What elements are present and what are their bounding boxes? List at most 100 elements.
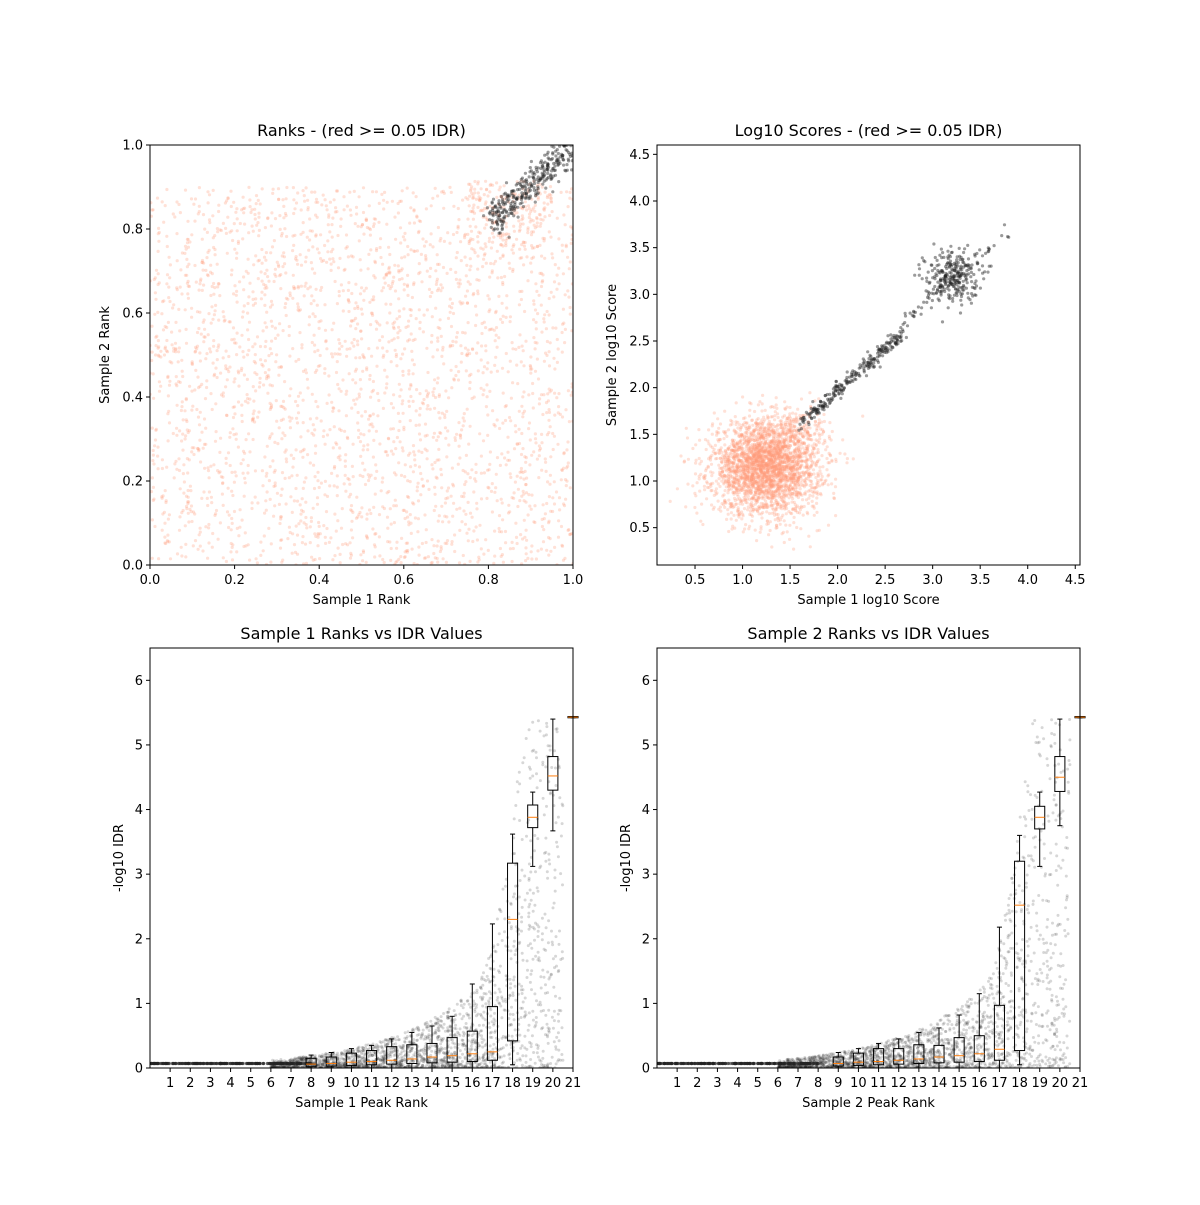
ranks-scatter-red-point (230, 517, 233, 520)
ranks-scatter-red-point (464, 256, 467, 259)
ranks-scatter-red-point (325, 527, 328, 530)
ranks-scatter-red-point (270, 320, 273, 323)
log10-scores-red-point (826, 445, 829, 448)
log10-scores-red-point (751, 515, 754, 518)
ranks-scatter-red-point (415, 215, 418, 218)
ranks-scatter-red-point (285, 235, 288, 238)
ranks-scatter-red-point (202, 269, 205, 272)
ranks-scatter-red-point (318, 557, 321, 560)
ranks-scatter-red-point (260, 363, 263, 366)
ranks-scatter-red-point (549, 537, 552, 540)
ranks-scatter-red-point (504, 530, 507, 533)
ranks-scatter-red-point (485, 262, 488, 265)
ranks-scatter-red-point (333, 513, 336, 516)
ranks-scatter-red-point (249, 211, 252, 214)
ranks-scatter-red-point (175, 200, 178, 203)
ranks-scatter-red-point (436, 348, 439, 351)
ranks-scatter-red-point (370, 355, 373, 358)
ranks-scatter-red-point (250, 208, 253, 211)
ranks-scatter-red-point (156, 446, 159, 449)
ranks-scatter-red-point (270, 224, 273, 227)
ranks-scatter-black-point (555, 159, 558, 162)
ranks-scatter-red-point (501, 553, 504, 556)
ranks-scatter-red-point (224, 201, 227, 204)
log10-scores-red-point (694, 443, 697, 446)
ranks-scatter-red-point (521, 447, 524, 450)
ranks-scatter-black-point (565, 148, 568, 151)
ranks-scatter-red-point (436, 194, 439, 197)
ranks-scatter-red-point (498, 530, 501, 533)
ranks-scatter-red-point (319, 233, 322, 236)
ranks-scatter-red-point (469, 512, 472, 515)
ranks-scatter-red-point (216, 263, 219, 266)
ranks-scatter-red-point (399, 440, 402, 443)
ranks-scatter-red-point (387, 490, 390, 493)
ranks-scatter-red-point (346, 436, 349, 439)
ranks-scatter-red-point (408, 308, 411, 311)
log10-scores-red-point (861, 415, 864, 418)
log10-scores-red-point (718, 477, 721, 480)
ranks-scatter-red-point (528, 505, 531, 508)
ranks-scatter-red-point (406, 551, 409, 554)
ranks-scatter-red-point (482, 389, 485, 392)
ranks-scatter-red-point (534, 204, 537, 207)
ranks-scatter-red-point (360, 286, 363, 289)
ranks-scatter-red-point (326, 402, 329, 405)
ranks-scatter-red-point (240, 334, 243, 337)
ranks-scatter-red-point (169, 557, 172, 560)
ranks-scatter-red-point (395, 364, 398, 367)
ranks-scatter-red-point (462, 424, 465, 427)
ranks-scatter-red-point (361, 475, 364, 478)
ranks-scatter-red-point (165, 339, 168, 342)
ranks-scatter-black-point (508, 236, 511, 239)
ranks-scatter-title: Ranks - (red >= 0.05 IDR) (257, 121, 466, 140)
ranks-scatter-red-point (437, 226, 440, 229)
ranks-scatter-red-point (501, 238, 504, 241)
ranks-scatter-red-point (480, 472, 483, 475)
ranks-scatter-red-point (501, 501, 504, 504)
ranks-scatter-red-point (350, 320, 353, 323)
ranks-scatter-black-point (530, 160, 533, 163)
ranks-scatter-red-point (552, 295, 555, 298)
ranks-scatter-red-point (202, 447, 205, 450)
ranks-scatter-red-point (343, 208, 346, 211)
ranks-scatter-red-point (551, 496, 554, 499)
ranks-scatter-red-point (493, 530, 496, 533)
ranks-scatter-red-point (216, 376, 219, 379)
ranks-scatter-red-point (292, 186, 295, 189)
log10-scores-red-point (759, 531, 762, 534)
ranks-scatter-red-point (408, 387, 411, 390)
ranks-scatter-red-point (525, 529, 528, 532)
ranks-scatter-red-point (430, 204, 433, 207)
ranks-scatter-red-point (227, 197, 230, 200)
ranks-scatter-red-point (466, 233, 469, 236)
ranks-scatter-red-point (551, 210, 554, 213)
ranks-scatter-red-point (397, 461, 400, 464)
ranks-scatter-red-point (447, 443, 450, 446)
ranks-scatter-red-point (308, 238, 311, 241)
ranks-scatter-red-point (472, 204, 475, 207)
ranks-scatter-red-point (448, 242, 451, 245)
ranks-scatter-red-point (288, 526, 291, 529)
ranks-scatter-red-point (402, 428, 405, 431)
ranks-scatter-red-point (565, 190, 568, 193)
ranks-scatter-red-point (415, 388, 418, 391)
ranks-scatter-red-point (157, 227, 160, 230)
ranks-scatter-red-point (354, 403, 357, 406)
ranks-scatter-red-point (455, 433, 458, 436)
ranks-scatter-red-point (486, 395, 489, 398)
ranks-scatter-black-point (493, 205, 496, 208)
ranks-scatter-red-point (389, 303, 392, 306)
ranks-scatter-red-point (247, 464, 250, 467)
ranks-scatter-red-point (484, 349, 487, 352)
ranks-scatter-red-point (344, 474, 347, 477)
ranks-scatter-red-point (335, 443, 338, 446)
ranks-scatter-red-point (206, 504, 209, 507)
ranks-scatter-red-point (362, 551, 365, 554)
ranks-scatter-red-point (529, 220, 532, 223)
ranks-scatter-red-point (296, 263, 299, 266)
log10-scores-red-point (832, 492, 835, 495)
ranks-scatter-red-point (323, 244, 326, 247)
ranks-scatter-red-point (415, 409, 418, 412)
ranks-scatter-red-point (444, 389, 447, 392)
